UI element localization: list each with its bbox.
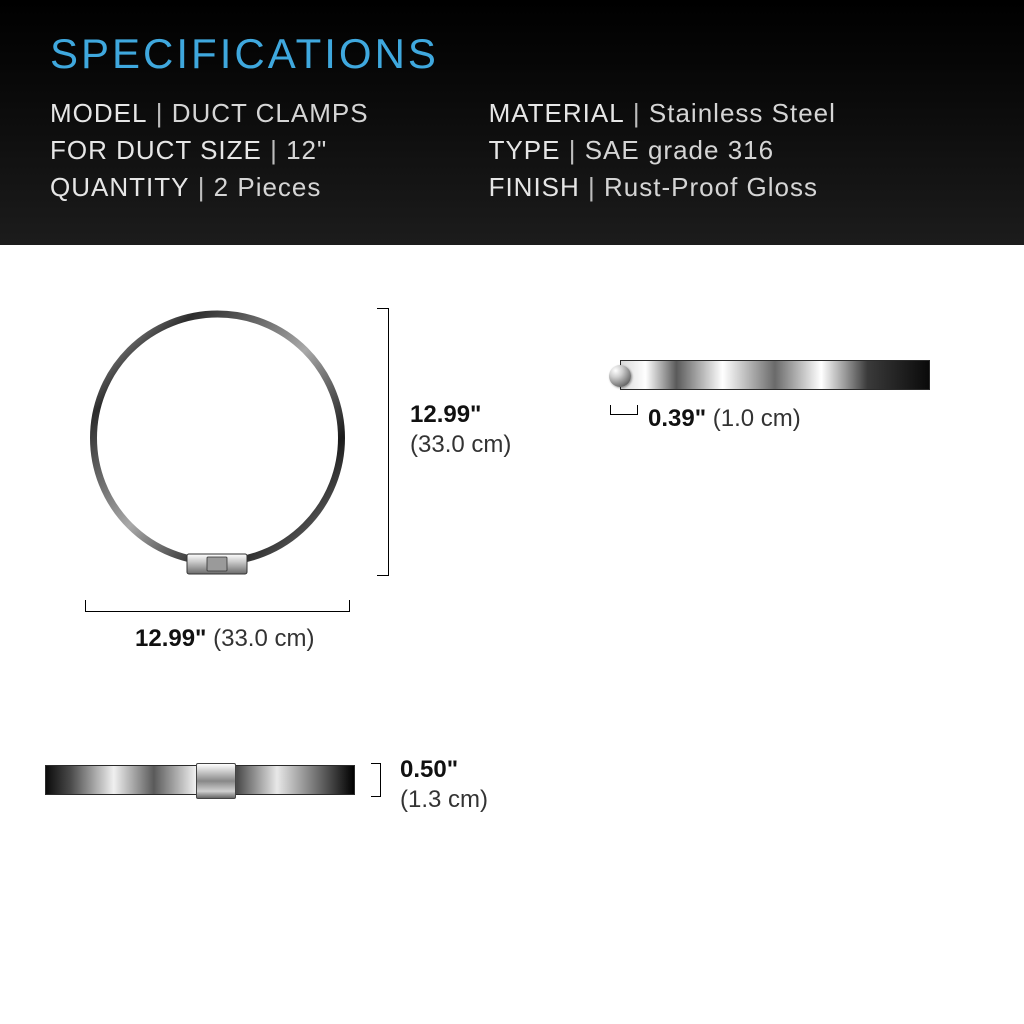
spec-label: FOR DUCT SIZE [50,135,262,165]
spec-value: 12" [286,135,327,165]
dimension-imperial: 0.39" [648,405,706,432]
spec-separator: | [588,172,604,202]
clamp-ring-icon [85,310,350,575]
dimension-imperial: 12.99" [410,400,511,430]
dimension-bracket-width [85,600,350,612]
spec-value: DUCT CLAMPS [172,98,369,128]
spec-label: TYPE [489,135,561,165]
dimension-bracket-band-height [371,763,381,797]
spec-label: QUANTITY [50,172,189,202]
spec-separator: | [633,98,649,128]
spec-value: SAE grade 316 [585,135,774,165]
spec-row-model: MODEL | DUCT CLAMPS [50,98,369,129]
spec-column-left: MODEL | DUCT CLAMPS FOR DUCT SIZE | 12" … [50,98,369,203]
clamp-screw-icon [609,365,631,387]
dimension-label-band-height: 0.50" (1.3 cm) [400,755,488,815]
diagram-area: 12.99" (33.0 cm) 12.99" (33.0 cm) 0.39" … [0,245,1024,1024]
spec-columns: MODEL | DUCT CLAMPS FOR DUCT SIZE | 12" … [50,98,974,203]
dimension-imperial: 12.99" [135,625,206,652]
spec-label: FINISH [489,172,580,202]
clamp-band-top-view [620,360,930,390]
dimension-label-depth: 0.39" (1.0 cm) [648,405,801,433]
dimension-metric: (1.3 cm) [400,785,488,815]
spec-column-right: MATERIAL | Stainless Steel TYPE | SAE gr… [489,98,836,203]
dimension-bracket-depth [610,405,638,415]
spec-label: MATERIAL [489,98,625,128]
clamp-ring-front-view [85,310,350,575]
spec-label: MODEL [50,98,147,128]
spec-value: 2 Pieces [214,172,322,202]
dimension-bracket-height [377,308,389,576]
dimension-imperial: 0.50" [400,755,488,785]
spec-value: Stainless Steel [649,98,836,128]
spec-row-size: FOR DUCT SIZE | 12" [50,135,369,166]
spec-header: SPECIFICATIONS MODEL | DUCT CLAMPS FOR D… [0,0,1024,245]
spec-separator: | [198,172,214,202]
spec-row-finish: FINISH | Rust-Proof Gloss [489,172,836,203]
spec-separator: | [569,135,585,165]
clamp-housing-icon [196,763,236,799]
clamp-band-edge-view [45,765,355,795]
dimension-metric: (1.0 cm) [713,405,801,432]
spec-row-material: MATERIAL | Stainless Steel [489,98,836,129]
spec-value: Rust-Proof Gloss [604,172,818,202]
spec-row-type: TYPE | SAE grade 316 [489,135,836,166]
dimension-metric: (33.0 cm) [213,625,314,652]
dimension-metric: (33.0 cm) [410,430,511,460]
dimension-label-width: 12.99" (33.0 cm) [135,625,314,653]
dimension-label-height: 12.99" (33.0 cm) [410,400,511,460]
specifications-title: SPECIFICATIONS [50,30,974,78]
spec-separator: | [270,135,286,165]
spec-row-quantity: QUANTITY | 2 Pieces [50,172,369,203]
spec-separator: | [156,98,172,128]
